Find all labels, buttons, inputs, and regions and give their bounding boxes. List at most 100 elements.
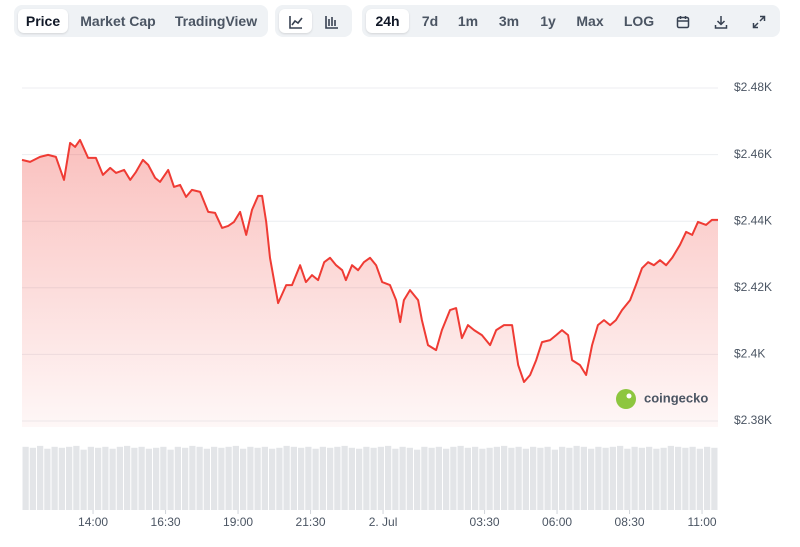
x-tick-label: 14:00 — [78, 515, 108, 529]
volume-bar — [203, 448, 210, 510]
volume-bar — [211, 446, 218, 510]
watermark-text: coingecko — [644, 390, 708, 405]
volume-bar — [377, 446, 384, 510]
range-button[interactable]: 1y — [540, 13, 556, 29]
volume-bar — [617, 445, 624, 510]
watermark: coingecko — [616, 389, 708, 409]
volume-bar — [276, 447, 283, 510]
volume-bar — [160, 446, 167, 510]
fullscreen-button[interactable] — [745, 9, 773, 33]
volume-bar — [486, 447, 493, 510]
volume-bar — [457, 445, 464, 510]
volume-bar — [305, 446, 312, 510]
volume-bar — [232, 445, 239, 510]
volume-bar — [109, 448, 116, 510]
x-tick-label: 19:00 — [223, 515, 253, 529]
range-group — [362, 5, 780, 37]
volume-bar — [167, 449, 174, 510]
volume-bar — [711, 447, 718, 510]
volume-bar — [682, 447, 689, 510]
y-tick-label: $2.42K — [734, 280, 772, 294]
x-tick-label: 11:00 — [687, 515, 716, 529]
volume-bar — [138, 446, 145, 510]
volume-bar — [66, 446, 73, 510]
volume-bar — [638, 447, 645, 510]
volume-bar — [704, 446, 711, 510]
volume-bar — [116, 446, 123, 510]
volume-bar — [544, 446, 551, 510]
volume-bar — [145, 448, 152, 510]
volume-bar — [675, 446, 682, 510]
volume-bar — [508, 447, 515, 510]
volume-bar — [51, 446, 58, 510]
volume-bar — [580, 446, 587, 510]
volume-bar — [87, 446, 94, 510]
volume-bar — [247, 446, 254, 510]
tab[interactable]: Market Cap — [80, 13, 156, 29]
volume-bar — [646, 446, 653, 510]
volume-bar — [595, 446, 602, 510]
y-tick-label: $2.44K — [734, 213, 772, 227]
volume-bar — [414, 449, 421, 510]
volume-bar — [254, 447, 261, 510]
log-button[interactable]: LOG — [623, 13, 655, 29]
volume-bar — [530, 446, 537, 510]
volume-bar — [131, 447, 138, 510]
volume-bar — [551, 449, 558, 510]
volume-bar — [689, 446, 696, 510]
volume-bar — [283, 445, 290, 510]
range-button[interactable]: 3m — [498, 13, 520, 29]
x-tick-label: 06:00 — [542, 515, 572, 529]
candle-chart-button[interactable] — [316, 9, 348, 33]
volume-bar — [182, 447, 189, 510]
line-chart-button[interactable] — [279, 9, 312, 33]
volume-bar — [472, 446, 479, 510]
volume-bar — [356, 448, 363, 510]
volume-bar — [348, 447, 355, 510]
volume-bar — [421, 446, 428, 510]
volume-bar — [428, 447, 435, 510]
volume-bar — [537, 447, 544, 510]
volume-bar — [225, 446, 232, 510]
range-button[interactable]: 24h — [366, 9, 409, 33]
range-button[interactable]: 1m — [457, 13, 479, 29]
volume-bar — [240, 448, 247, 510]
volume-bar — [493, 446, 500, 510]
volume-bar — [385, 445, 392, 510]
volume-bar — [44, 448, 51, 510]
volume-bar — [406, 447, 413, 510]
volume-bar — [653, 448, 660, 510]
x-tick-label: 2. Jul — [369, 515, 398, 529]
range-button[interactable]: 7d — [421, 13, 439, 29]
volume-bar — [696, 448, 703, 510]
calendar-button[interactable] — [669, 9, 697, 33]
volume-bar — [501, 445, 508, 510]
volume-bar — [73, 445, 80, 510]
volume-bar — [363, 446, 370, 510]
volume-bar — [22, 446, 29, 510]
volume-bar — [660, 447, 667, 510]
volume-bar — [153, 447, 160, 510]
x-tick-label: 08:30 — [615, 515, 645, 529]
x-tick-label: 21:30 — [296, 515, 326, 529]
volume-bar — [174, 446, 181, 510]
volume-bar — [261, 446, 268, 510]
y-tick-label: $2.46K — [734, 147, 772, 161]
tab[interactable]: TradingView — [174, 13, 258, 29]
volume-bar — [29, 447, 36, 510]
range-button[interactable]: Max — [576, 13, 604, 29]
volume-bar — [450, 446, 457, 510]
download-button[interactable] — [707, 9, 735, 33]
volume-bar — [196, 446, 203, 510]
volume-bar — [290, 446, 297, 510]
price-line — [21, 138, 718, 383]
tab[interactable]: Price — [18, 9, 68, 33]
volume-bar — [189, 445, 196, 510]
volume-bar — [667, 445, 674, 510]
price-area — [22, 139, 718, 427]
volume-bar — [522, 448, 529, 510]
volume-bar — [392, 448, 399, 510]
volume-bar — [218, 447, 225, 510]
